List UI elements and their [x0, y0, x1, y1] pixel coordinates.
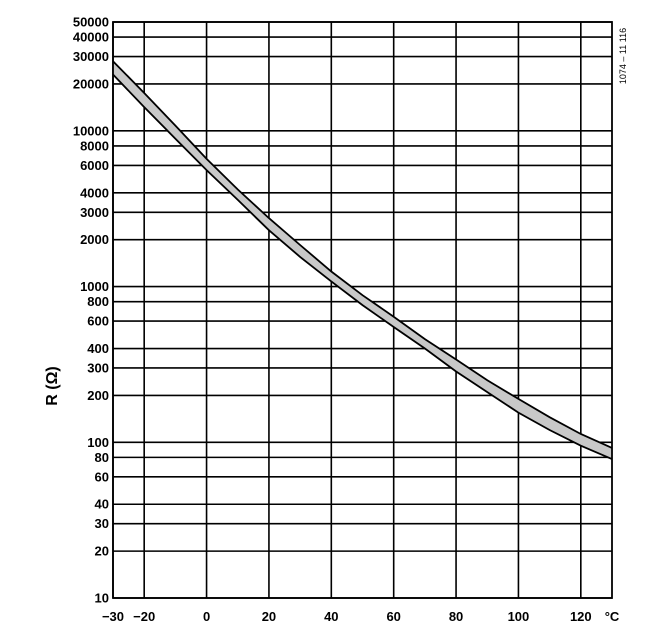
x-tick-label: 0: [203, 609, 210, 624]
tolerance-band: [113, 61, 612, 460]
y-tick-label: 800: [87, 294, 109, 309]
y-tick-label: 6000: [80, 158, 109, 173]
x-tick-label: 20: [262, 609, 276, 624]
y-tick-label: 200: [87, 388, 109, 403]
series-curves: [112, 60, 613, 460]
tolerance-band-area: [113, 61, 612, 460]
y-tick-label: 400: [87, 341, 109, 356]
figure-code: 1074 – 11 116: [618, 28, 628, 84]
x-tick-label: −30: [102, 609, 124, 624]
y-tick-label: 10000: [73, 123, 109, 138]
y-tick-label: 4000: [80, 185, 109, 200]
x-tick-label: −20: [133, 609, 155, 624]
y-tick-label: 600: [87, 314, 109, 329]
x-tick-label: 60: [386, 609, 400, 624]
y-tick-label: 2000: [80, 232, 109, 247]
y-tick-label: 40: [95, 497, 109, 512]
y-tick-label: 50000: [73, 15, 109, 30]
plot-border: [112, 21, 613, 599]
y-tick-label: 8000: [80, 138, 109, 153]
x-unit-label: °C: [605, 609, 620, 624]
y-tick-label: 10: [95, 591, 109, 606]
y-tick-label: 100: [87, 435, 109, 450]
y-tick-label: 60: [95, 469, 109, 484]
y-tick-label: 20000: [73, 76, 109, 91]
y-tick-label: 20: [95, 544, 109, 559]
y-tick-label: 3000: [80, 205, 109, 220]
y-tick-label: 300: [87, 360, 109, 375]
x-tick-label: 100: [508, 609, 530, 624]
y-tick-label: 80: [95, 450, 109, 465]
x-tick-label: 80: [449, 609, 463, 624]
y-tick-label: 30: [95, 516, 109, 531]
upper-limit-curve: [112, 60, 613, 449]
grid-lines: [112, 21, 612, 599]
plot-frame: [112, 21, 613, 599]
x-tick-label: 40: [324, 609, 338, 624]
y-tick-label: 30000: [73, 49, 109, 64]
lower-limit-curve: [112, 73, 613, 460]
y-tick-label: 40000: [73, 30, 109, 45]
y-axis-label: R (Ω): [44, 366, 61, 405]
x-tick-labels: −30 −20 0 20 40 60 80 100 120: [102, 609, 592, 624]
y-tick-label: 1000: [80, 279, 109, 294]
x-tick-label: 120: [570, 609, 592, 624]
